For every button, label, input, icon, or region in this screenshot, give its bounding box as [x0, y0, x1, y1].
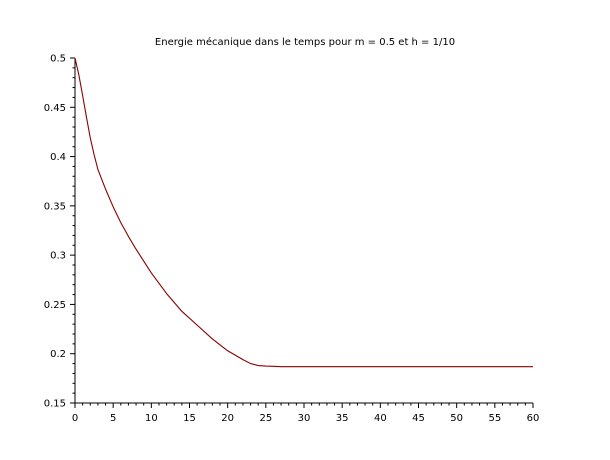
y-tick-label: 0.35 [44, 201, 66, 212]
y-tick-label: 0.2 [50, 349, 66, 360]
y-tick-label: 0.5 [50, 54, 66, 65]
series-line [74, 57, 533, 368]
y-tick-label: 0.4 [50, 152, 66, 163]
y-tick-label: 0.15 [44, 399, 66, 410]
x-tick-label: 10 [145, 413, 158, 424]
series-layer [74, 57, 533, 368]
x-tick-label: 45 [412, 413, 425, 424]
y-tick-label: 0.45 [44, 103, 66, 114]
x-tick-label: 30 [298, 413, 311, 424]
x-tick-label: 50 [450, 413, 463, 424]
axes: 0 5 10 15 20 25 30 35 40 45 50 55 60 0.15 0.2 0.25 0.3 0.… [44, 54, 540, 425]
chart-title: Energie mécanique dans le temps pour m =… [155, 36, 455, 48]
y-tick-label: 0.25 [44, 300, 66, 311]
x-tick-label: 40 [374, 413, 387, 424]
x-tick-label: 55 [488, 413, 501, 424]
x-tick-label: 0 [72, 413, 78, 424]
x-tick-label: 15 [183, 413, 196, 424]
x-tick-label: 35 [336, 413, 349, 424]
y-tick-label: 0.3 [50, 251, 66, 262]
x-tick-label: 60 [527, 413, 540, 424]
x-tick-label: 5 [110, 413, 116, 424]
x-tick-label: 25 [259, 413, 272, 424]
x-tick-label: 20 [221, 413, 234, 424]
